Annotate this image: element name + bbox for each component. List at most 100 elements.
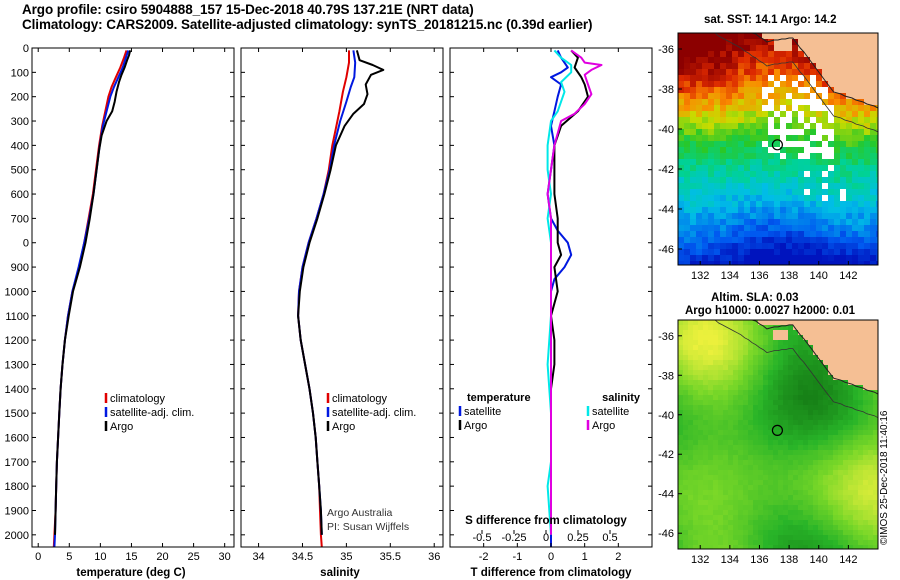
map-cell [793,455,799,461]
map-cell [783,385,789,391]
map-cell [733,485,739,491]
map-cell [828,500,834,506]
map-cell [768,410,774,416]
map-cell [756,219,763,226]
map-cell [726,183,733,190]
map-cell [748,505,754,511]
map-cell [868,340,874,346]
map-cell [738,350,744,356]
map-cell [678,545,684,549]
map-cell [870,135,877,142]
map-cell [783,490,789,496]
map-cell [833,385,839,391]
map-cell [858,129,865,136]
map-cell [708,171,715,178]
map-cell [678,69,685,76]
map-cell [813,440,819,446]
map-cell [870,249,877,256]
map-cell [798,510,804,516]
map-cell [808,420,814,426]
map-cell [786,87,793,94]
map-cell [683,430,689,436]
map-cell [702,255,709,262]
map-cell [773,455,779,461]
map-cell [753,525,759,531]
series-line-argo [54,50,132,535]
map-cell [810,261,817,265]
map-cell [773,420,779,426]
map-cell [864,63,871,70]
map-cell [813,325,819,331]
map-cell [823,420,829,426]
map-cell [858,520,864,526]
map-cell [726,153,733,160]
map-cell [843,535,849,541]
map-cell [870,171,877,178]
map-cell [690,57,697,64]
map-cell [723,435,729,441]
map-cell [748,385,754,391]
map-cell [852,135,859,142]
map-cell [773,450,779,456]
map-cell [788,430,794,436]
map-cell [783,430,789,436]
map-cell [828,69,835,76]
map-cell [808,380,814,386]
map-cell [696,129,703,136]
map-cell [708,530,714,536]
map-cell [758,425,764,431]
map-cell [683,435,689,441]
map-cell [708,370,714,376]
map-cell [696,141,703,148]
map-cell [708,105,715,112]
map-cell [713,370,719,376]
map-cell [693,430,699,436]
map-cell [778,380,784,386]
map-cell [703,435,709,441]
map-cell [690,243,697,250]
map-cell [864,117,871,124]
map-cell [708,545,714,549]
map-cell [678,495,684,501]
map-cell [756,207,763,214]
map-cell [753,375,759,381]
map-cell [696,213,703,220]
map-cell [858,415,864,421]
map-cell [718,540,724,546]
map-cell [708,111,715,118]
map-cell [688,465,694,471]
map-cell [816,165,823,172]
map-cell [748,400,754,406]
map-cell [720,201,727,208]
map-cell [833,500,839,506]
map-cell [718,465,724,471]
map-cell [774,87,781,94]
map-cell [808,530,814,536]
map-cell [848,365,854,371]
map-cell [788,470,794,476]
map-cell [708,380,714,386]
map-cell [708,231,715,238]
map-cell [783,465,789,471]
map-cell [714,165,721,172]
map-cell [758,525,764,531]
map-cell [792,105,799,112]
map-cell [726,51,733,58]
map-cell [833,520,839,526]
map-cell [870,75,877,82]
map-cell [838,340,844,346]
map-cell [732,237,739,244]
map-cell [768,390,774,396]
map-cell [873,335,878,341]
map-cell [723,480,729,486]
map-cell [846,135,853,142]
map-cell [813,335,819,341]
map-cell [858,420,864,426]
map-cell [750,159,757,166]
map-cell [762,57,769,64]
map-cell [783,355,789,361]
map-cell [690,213,697,220]
map-cell [803,335,809,341]
map-cell [864,183,871,190]
map-cell [750,105,757,112]
